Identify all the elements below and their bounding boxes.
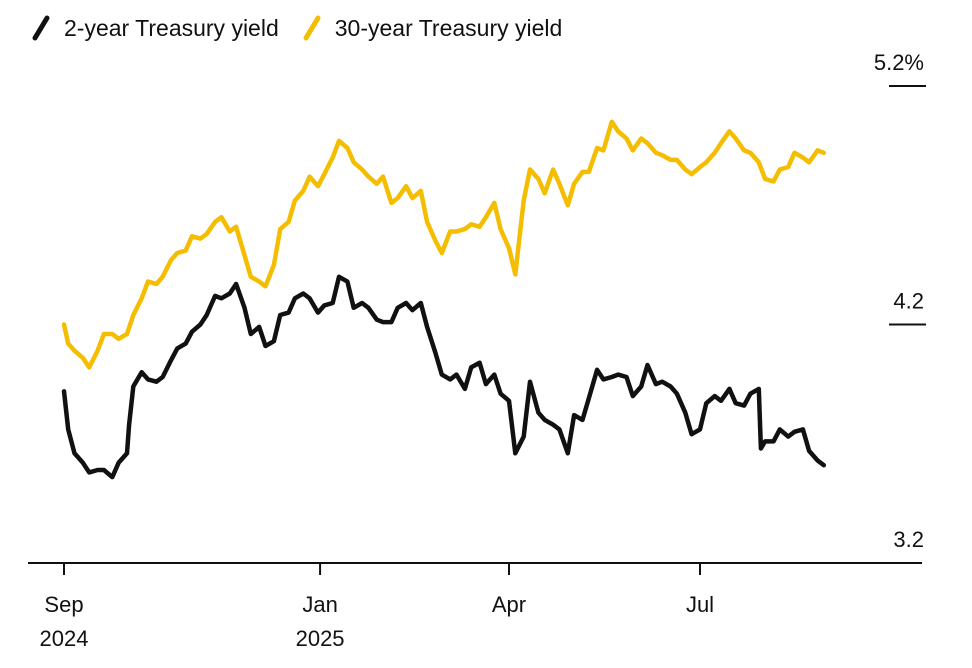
series-line-30-year [61,119,827,370]
x-tick-year-label: 2024 [40,626,89,651]
legend-item-30-year: 30-year Treasury yield [303,14,563,42]
legend-swatch-30-year [303,15,321,41]
y-axis: 5.2% 4.2 3.2 [874,50,926,552]
series-layer [61,119,827,480]
x-tick-year-label: 2025 [296,626,345,651]
chart-legend: 2-year Treasury yield 30-year Treasury y… [32,14,586,42]
x-tick-label: Apr [492,592,526,617]
y-tick-label: 3.2 [893,527,924,552]
x-axis: Sep 2024 Jan 2025 Apr Jul [40,563,714,651]
x-tick-label: Sep [44,592,83,617]
x-tick-label: Jul [686,592,714,617]
series-line-2-year [61,274,827,480]
legend-label-2-year: 2-year Treasury yield [64,14,279,41]
x-tick-label: Jan [302,592,337,617]
legend-item-2-year: 2-year Treasury yield [32,14,279,42]
y-tick-label: 4.2 [893,289,924,314]
legend-label-30-year: 30-year Treasury yield [334,14,563,41]
legend-swatch-2-year [32,15,50,41]
y-tick-label: 5.2% [874,50,924,75]
